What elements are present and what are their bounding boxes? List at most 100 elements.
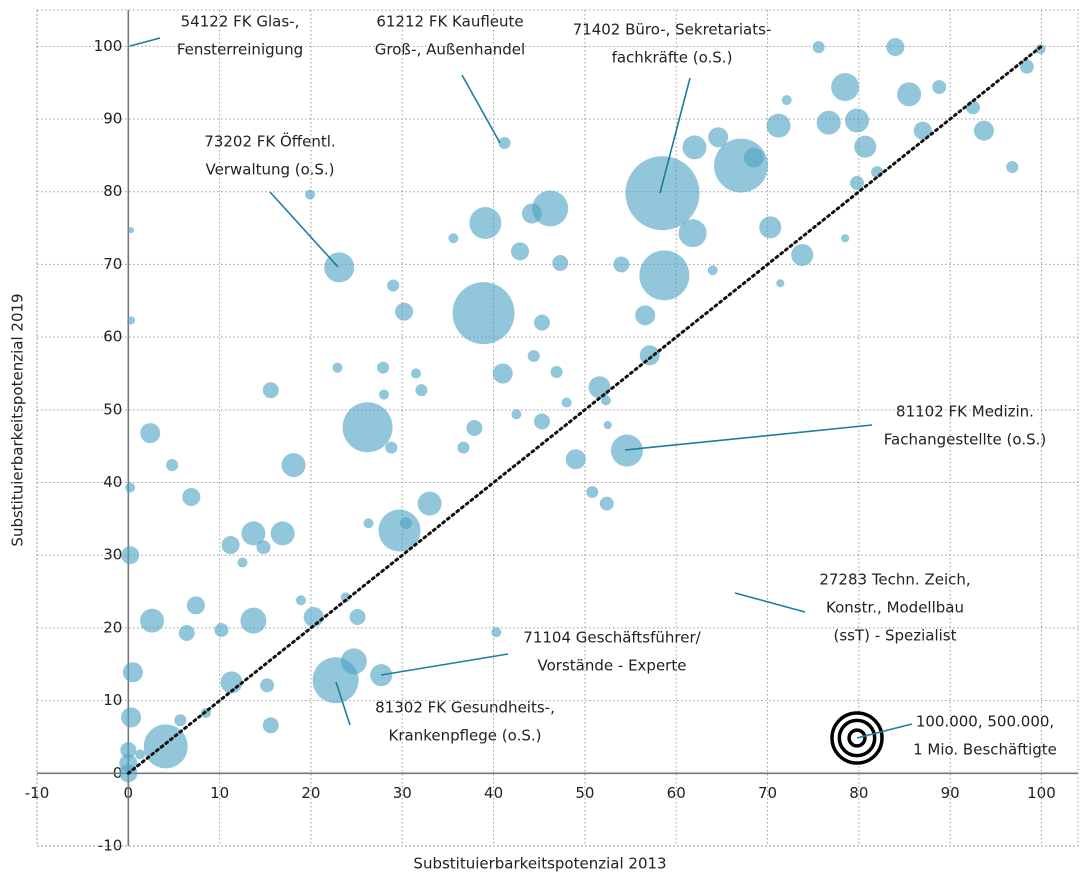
leader-line (734, 592, 806, 613)
leader-line (461, 74, 501, 144)
annotations: 54122 FK Glas-, Fensterreinigung 61212 FK … (126, 13, 1057, 775)
bubble (125, 482, 136, 493)
leader-line (129, 37, 161, 47)
annotation: (ssT) - Spezialist (834, 627, 957, 645)
annotation: Fensterreinigung (177, 41, 303, 59)
annotation: Verwaltung (o.S.) (206, 161, 335, 179)
bubble (533, 314, 550, 331)
annotation: 27283 Techn. Zeich, (819, 571, 970, 589)
y-tick-label: 90 (103, 110, 122, 128)
bubble (635, 305, 656, 326)
bubble (831, 73, 860, 102)
leader-line (659, 77, 691, 194)
bubble (262, 382, 279, 399)
bubble (387, 279, 400, 292)
y-tick-label: 60 (103, 328, 122, 346)
bubble (214, 623, 229, 638)
bubble (1019, 59, 1034, 74)
bubble (256, 540, 271, 555)
annotation: 81102 FK Medizin. (896, 403, 1034, 421)
bubble (121, 707, 142, 728)
annotation: Vorstände - Experte (538, 657, 687, 675)
bubble (533, 413, 550, 430)
annotation: 54122 FK Glas-, (181, 13, 300, 31)
bubble (791, 243, 814, 266)
bubble (127, 316, 136, 325)
bubble (186, 596, 205, 615)
annotation: 73202 FK Öffentl. (204, 132, 335, 151)
bubble (613, 256, 630, 273)
bubble (395, 302, 414, 321)
bubbles (119, 38, 1046, 783)
bubble (262, 717, 279, 734)
leader-line (269, 191, 339, 268)
y-tick-label: 10 (103, 691, 122, 709)
annotation: Fachangestellte (o.S.) (884, 431, 1046, 449)
bubble (182, 488, 201, 507)
bubble (812, 41, 825, 54)
bubble (452, 282, 515, 345)
bubble (625, 156, 700, 231)
bubble (850, 176, 864, 190)
bubble (561, 397, 572, 408)
x-axis-title: Substituierbarkeitspotenzial 2013 (413, 855, 666, 873)
bubble (305, 189, 316, 200)
bubble (377, 361, 390, 374)
y-axis-title: Substituierbarkeitspotenzial 2019 (9, 293, 27, 546)
bubble (599, 496, 614, 511)
bubble (714, 138, 769, 193)
bubble (121, 546, 140, 565)
bubble (340, 648, 367, 675)
bubble (565, 449, 586, 470)
bubble (639, 250, 690, 301)
x-tick-label: -10 (25, 784, 50, 802)
annotation: 81302 FK Gesundheits-, (375, 699, 555, 717)
bubble (854, 135, 877, 158)
bubble (521, 203, 542, 224)
bubble (492, 363, 513, 384)
leader-line (856, 723, 913, 739)
bubble (281, 453, 306, 478)
x-tick-label: 30 (393, 784, 412, 802)
bubble (221, 536, 240, 555)
bubble (586, 485, 599, 498)
bubble (600, 395, 611, 406)
bubble (511, 242, 530, 261)
bubble (897, 82, 922, 107)
x-tick-label: 80 (849, 784, 868, 802)
annotation: fachkräfte (o.S.) (612, 49, 733, 67)
x-tick-label: 70 (758, 784, 777, 802)
bubble (417, 491, 442, 516)
bubble (841, 234, 850, 243)
bubble (588, 376, 611, 399)
bubble (260, 678, 275, 693)
y-tick-label: 70 (103, 255, 122, 273)
bubble (166, 459, 179, 472)
bubble (448, 233, 459, 244)
bubble (845, 108, 870, 133)
y-tick-label: 30 (103, 546, 122, 564)
bubble (886, 38, 905, 57)
bubble (140, 608, 165, 633)
bubble (511, 409, 522, 420)
bubble (240, 607, 267, 634)
size-legend-label: 1 Mio. Beschäftigte (913, 741, 1057, 759)
annotation: 71402 Büro-, Sekretariats- (573, 21, 772, 39)
bubble (415, 384, 428, 397)
bubble (932, 80, 947, 95)
bubble (682, 135, 707, 160)
bubble (816, 110, 841, 135)
leader-line (335, 681, 351, 726)
y-tick-label: 50 (103, 400, 122, 418)
diagonal (126, 44, 1043, 775)
y-tick-label: 20 (103, 618, 122, 636)
bubble (178, 625, 195, 641)
bubble (270, 521, 295, 546)
bubble (122, 662, 143, 683)
bubble (120, 742, 137, 759)
size-legend-label: 100.000, 500.000, (916, 713, 1054, 731)
bubble (342, 402, 393, 453)
y-tick-label: 100 (94, 37, 123, 55)
y-tick-label: 80 (103, 182, 122, 200)
annotation: Konstr., Modellbau (826, 599, 964, 617)
